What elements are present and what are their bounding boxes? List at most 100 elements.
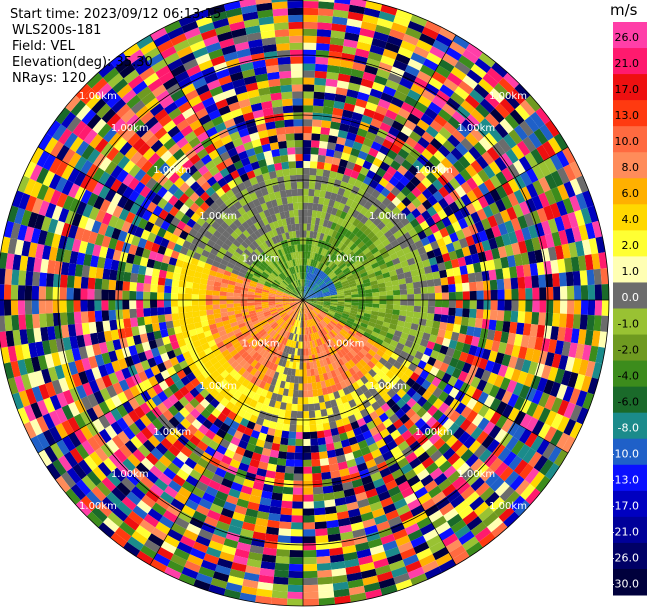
velocity-gate (256, 267, 264, 274)
velocity-gate (315, 49, 330, 58)
velocity-gate (119, 337, 129, 349)
velocity-gate (241, 221, 250, 230)
velocity-gate (293, 466, 303, 474)
velocity-gate (472, 400, 484, 414)
velocity-gate (290, 410, 298, 419)
velocity-gate (227, 310, 235, 316)
velocity-gate (320, 320, 327, 328)
velocity-gate (317, 388, 324, 397)
velocity-gate (296, 425, 303, 433)
velocity-gate (131, 235, 141, 247)
velocity-gate (213, 308, 221, 315)
velocity-gate (343, 287, 351, 292)
velocity-gate (98, 428, 112, 444)
velocity-gate (308, 265, 312, 274)
velocity-gate (168, 205, 180, 217)
velocity-gate (547, 366, 559, 382)
velocity-gate (465, 472, 481, 487)
velocity-gate (429, 119, 444, 133)
velocity-gate (303, 167, 310, 175)
velocity-gate (287, 368, 293, 376)
velocity-gate (173, 400, 185, 412)
velocity-gate (257, 364, 265, 373)
velocity-gate (150, 284, 158, 293)
velocity-gate (283, 305, 291, 310)
velocity-gate (281, 373, 288, 382)
velocity-gate (72, 120, 87, 137)
velocity-gate (230, 481, 243, 492)
velocity-gate (258, 87, 271, 96)
velocity-gate (303, 28, 318, 37)
velocity-gate (344, 558, 360, 568)
velocity-gate (282, 302, 290, 306)
velocity-gate (342, 386, 351, 396)
velocity-gate (483, 421, 496, 435)
velocity-gate (69, 250, 79, 265)
velocity-gate (534, 362, 545, 378)
velocity-gate (291, 304, 298, 309)
velocity-gate (305, 287, 310, 294)
velocity-gate (406, 310, 414, 318)
velocity-gate (321, 286, 328, 291)
velocity-gate (198, 364, 208, 374)
velocity-gate (388, 462, 401, 474)
velocity-gate (253, 423, 263, 433)
velocity-gate (292, 396, 298, 405)
velocity-gate (318, 270, 324, 278)
velocity-gate (329, 420, 338, 430)
velocity-gate (156, 300, 165, 308)
velocity-gate (292, 290, 298, 296)
velocity-gate (491, 247, 501, 260)
velocity-gate (459, 418, 472, 432)
velocity-gate (431, 71, 447, 85)
velocity-gate (237, 224, 247, 233)
velocity-gate (450, 331, 460, 342)
velocity-gate (316, 296, 324, 299)
velocity-gate (261, 217, 270, 226)
velocity-gate (191, 305, 200, 312)
velocity-gate (94, 353, 105, 367)
velocity-gate (543, 157, 558, 174)
velocity-gate (108, 289, 116, 300)
velocity-gate (307, 251, 311, 259)
velocity-gate (342, 145, 353, 155)
velocity-gate (301, 300, 303, 307)
velocity-gate (236, 166, 247, 177)
velocity-gate (342, 109, 354, 119)
velocity-gate (386, 439, 398, 451)
velocity-gate (290, 294, 297, 298)
velocity-gate (316, 293, 324, 297)
velocity-gate (316, 29, 332, 38)
velocity-gate (158, 425, 171, 438)
velocity-gate (406, 334, 416, 343)
velocity-gate (371, 307, 380, 312)
velocity-gate (290, 259, 295, 267)
velocity-gate (441, 337, 451, 348)
velocity-gate (265, 200, 273, 210)
velocity-gate (141, 209, 153, 222)
velocity-gate (516, 443, 531, 460)
velocity-gate (268, 78, 281, 88)
velocity-gate (510, 217, 522, 232)
velocity-gate (62, 389, 75, 405)
velocity-gate (303, 295, 309, 300)
velocity-gate (347, 176, 357, 186)
velocity-gate (189, 516, 204, 529)
velocity-gate (528, 132, 543, 149)
velocity-gate (284, 210, 290, 219)
velocity-gate (241, 68, 256, 79)
velocity-gate (208, 165, 220, 177)
velocity-gate (315, 291, 323, 296)
velocity-gate (211, 408, 222, 419)
velocity-gate (479, 260, 489, 272)
velocity-gate (359, 166, 370, 177)
velocity-gate (455, 300, 463, 309)
velocity-gate (295, 272, 299, 280)
velocity-gate (295, 223, 300, 231)
velocity-gate (175, 422, 187, 435)
velocity-gate (328, 236, 335, 245)
velocity-gate (317, 203, 324, 212)
velocity-gate (469, 89, 485, 104)
velocity-gate (235, 344, 244, 353)
velocity-gate (448, 250, 458, 261)
